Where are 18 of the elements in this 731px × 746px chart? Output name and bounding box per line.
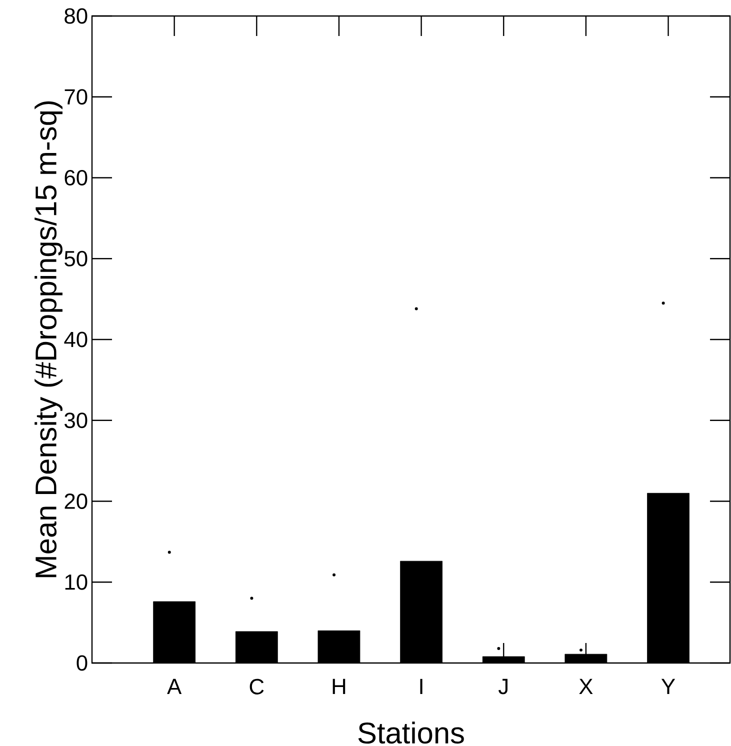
x-tick-label: A <box>167 678 182 694</box>
y-tick-label: 10 <box>65 574 88 590</box>
x-axis-title: Stations <box>358 722 464 744</box>
x-tick-label: H <box>332 678 346 694</box>
y-tick-label: 0 <box>76 655 88 671</box>
y-tick-label: 30 <box>64 412 88 428</box>
x-tick-label: I <box>420 678 422 694</box>
y-tick-label: 40 <box>64 332 88 348</box>
x-tick-label: X <box>579 678 593 694</box>
x-tick-label: Y <box>661 678 676 694</box>
y-tick-label: 50 <box>64 250 88 266</box>
y-tick-label: 60 <box>64 170 88 186</box>
y-axis-title: Mean Density (#Droppings/15 m-sq) <box>34 101 62 578</box>
y-tick-label: 80 <box>64 8 88 24</box>
x-tick-label: C <box>250 678 264 694</box>
x-tick-label: J <box>498 678 508 694</box>
y-tick-label: 20 <box>64 493 88 510</box>
y-tick-label: 70 <box>64 89 88 105</box>
